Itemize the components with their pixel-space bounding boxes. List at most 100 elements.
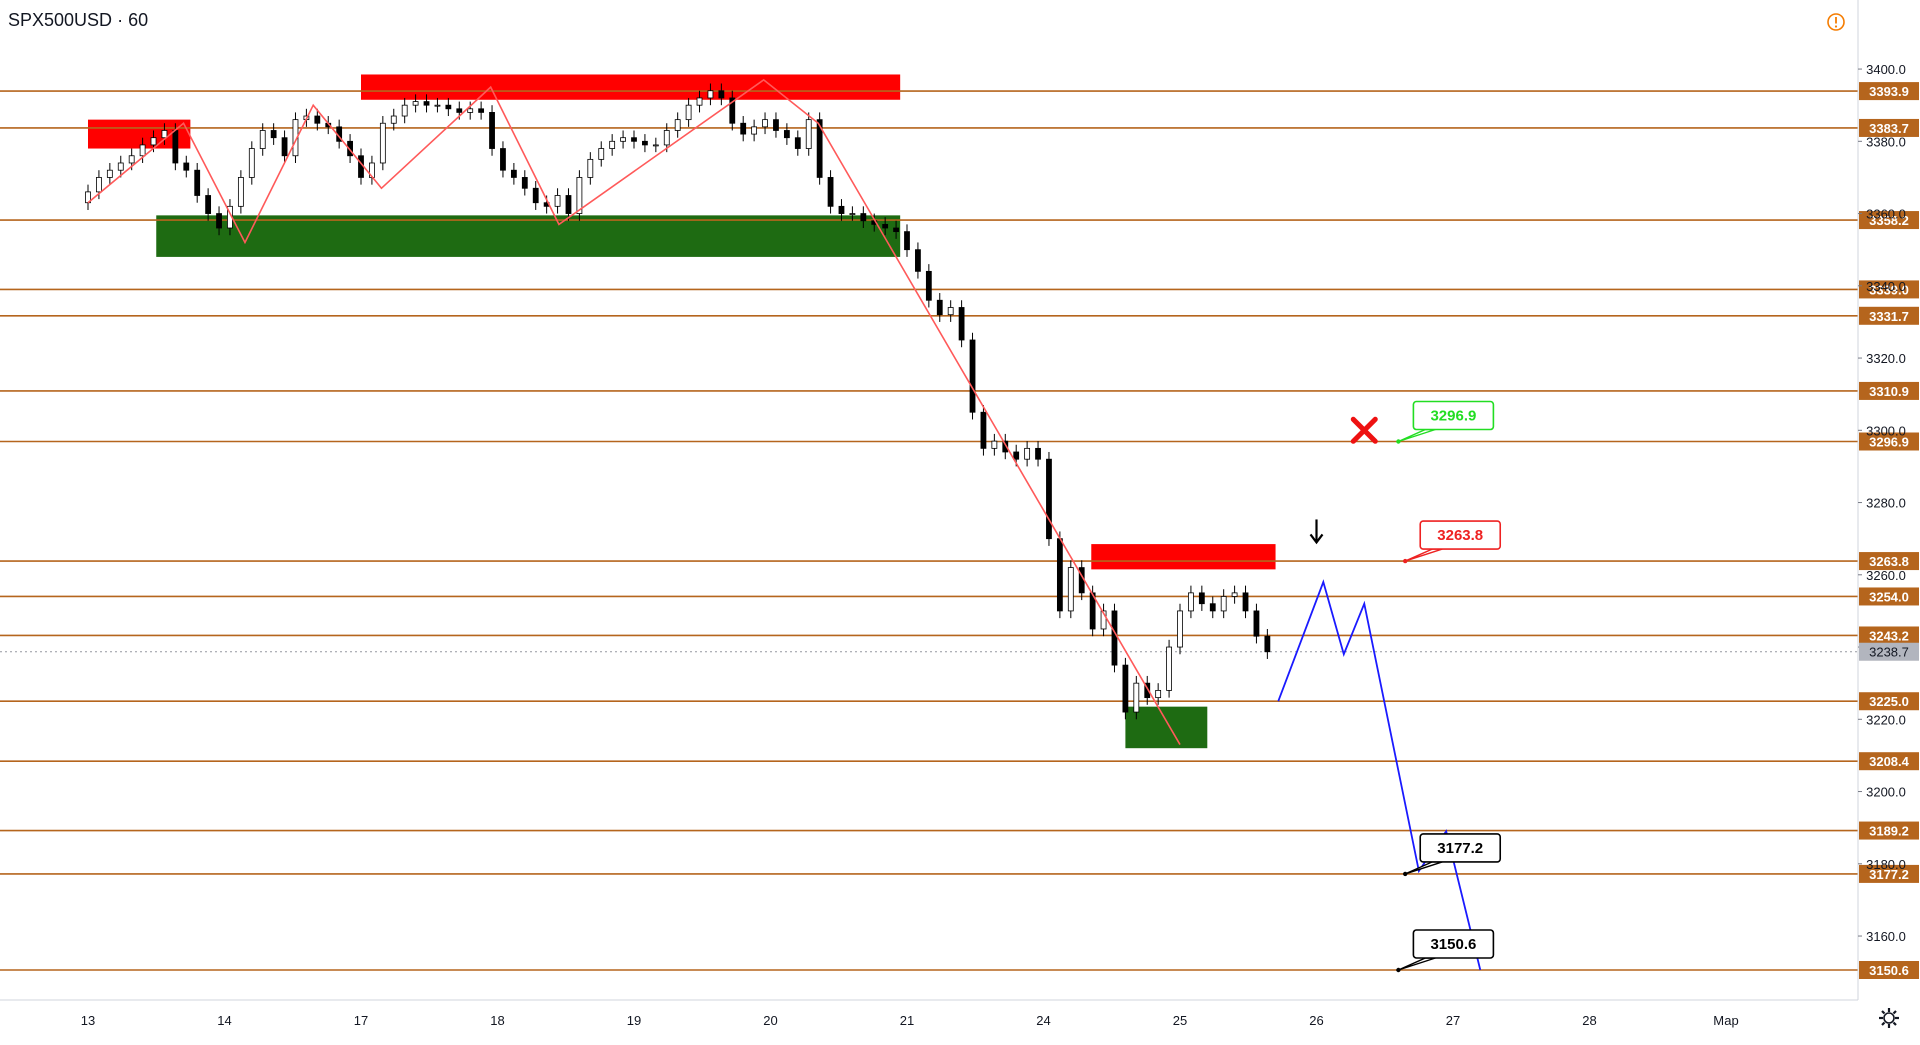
- level-tag: [1859, 626, 1919, 645]
- x-tick-label: 18: [490, 1013, 504, 1028]
- candle-body: [237, 177, 244, 207]
- level-tag: [1859, 692, 1919, 711]
- candle: [740, 116, 747, 142]
- candle: [369, 155, 375, 185]
- candle-body: [1209, 603, 1216, 612]
- candle: [314, 108, 321, 131]
- candle-body: [445, 104, 452, 110]
- candle: [347, 134, 353, 163]
- candle-body: [270, 130, 277, 139]
- candle-body: [1002, 440, 1009, 453]
- candle-body: [1144, 682, 1151, 699]
- supply-zone-3: [1091, 544, 1276, 570]
- symbol-title[interactable]: SPX500USD · 60: [8, 10, 148, 31]
- candle-body: [740, 122, 747, 135]
- level-tag-label: 3189.2: [1869, 824, 1909, 839]
- candle-body: [631, 137, 637, 142]
- candle-body: [347, 140, 353, 157]
- candle-body: [936, 299, 943, 316]
- interval-label: 60: [128, 10, 149, 30]
- candle-body: [882, 223, 889, 229]
- candle: [106, 162, 113, 185]
- candle-body: [1100, 610, 1107, 630]
- candle-body: [183, 162, 190, 171]
- candle-body: [1177, 610, 1183, 648]
- candle: [412, 94, 419, 113]
- candle: [904, 224, 910, 257]
- candle-body: [1242, 592, 1249, 612]
- candle-body: [1046, 458, 1052, 540]
- candle: [434, 97, 441, 113]
- candle: [1035, 441, 1041, 467]
- candle: [609, 134, 616, 156]
- level-tag-label: 3150.6: [1869, 963, 1909, 978]
- x-tick-label: 26: [1309, 1013, 1323, 1028]
- y-tick-label: 3360.0: [1866, 207, 1906, 222]
- candle-body: [816, 119, 823, 178]
- level-tag: [1859, 381, 1919, 400]
- candle-body: [281, 137, 288, 157]
- candle: [685, 97, 692, 127]
- level-tag-label: 3177.2: [1869, 867, 1909, 882]
- warning-icon[interactable]: [1826, 12, 1846, 32]
- level-tag-label: 3310.9: [1869, 384, 1909, 399]
- candle: [631, 130, 637, 149]
- candle-body: [958, 307, 965, 341]
- level-tag: [1859, 280, 1919, 299]
- candle-body: [532, 187, 539, 204]
- candle-body: [729, 97, 736, 124]
- candle: [849, 206, 856, 221]
- callout-box: [1419, 833, 1502, 863]
- callout-label: 3263.8: [1437, 527, 1483, 544]
- x-tick-label: 25: [1173, 1013, 1187, 1028]
- candle-body: [390, 115, 397, 124]
- candle: [729, 90, 736, 131]
- candle: [216, 206, 222, 236]
- candle: [205, 188, 212, 221]
- candle-body: [412, 101, 419, 106]
- candle: [281, 130, 288, 163]
- candle-body: [565, 195, 572, 214]
- candle: [270, 123, 277, 145]
- candle: [1253, 603, 1260, 644]
- candle: [1220, 589, 1227, 619]
- candle-body: [1198, 592, 1205, 605]
- current-price-label: 3238.7: [1869, 645, 1909, 660]
- level-tag-label: 3208.4: [1869, 754, 1910, 769]
- candle: [1198, 585, 1205, 611]
- candle-body: [1188, 592, 1194, 612]
- candle-body: [106, 169, 113, 178]
- candle-body: [860, 213, 867, 222]
- candle-body: [1264, 635, 1271, 653]
- x-tick-label: 17: [354, 1013, 368, 1028]
- candle: [467, 101, 474, 120]
- candle-body: [150, 137, 157, 146]
- candle: [1155, 683, 1162, 705]
- candle: [969, 332, 976, 420]
- y-tick-label: 3340.0: [1866, 279, 1906, 294]
- candle-body: [205, 195, 212, 214]
- callout-pointer: [1398, 428, 1436, 443]
- candle: [598, 141, 605, 167]
- candle-body: [707, 90, 714, 99]
- candle: [936, 293, 943, 322]
- level-tag-label: 3296.9: [1869, 435, 1909, 450]
- candle: [1111, 603, 1118, 673]
- candle-body: [674, 119, 681, 131]
- level-tag: [1859, 552, 1919, 571]
- candle-body: [696, 97, 703, 106]
- gear-icon[interactable]: [1876, 1005, 1902, 1031]
- y-tick-label: 3160.0: [1866, 929, 1906, 944]
- candle-body: [161, 130, 168, 139]
- x-tick-label: 20: [763, 1013, 777, 1028]
- candle-body: [915, 249, 921, 272]
- x-tick-label: 14: [217, 1013, 231, 1028]
- candle-body: [314, 115, 321, 124]
- candle-body: [773, 119, 779, 131]
- callout-label: 3150.6: [1430, 936, 1476, 953]
- candle: [838, 199, 845, 221]
- level-tag: [1859, 82, 1919, 101]
- callout-pointer: [1398, 957, 1436, 971]
